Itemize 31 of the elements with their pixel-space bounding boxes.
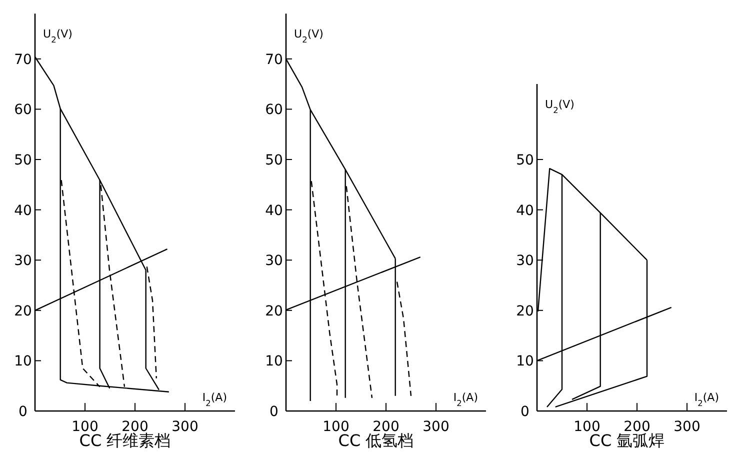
y-tick-label: 10 — [265, 354, 283, 370]
y-tick-label: 70 — [265, 52, 283, 68]
x-tick-label: 300 — [172, 419, 198, 435]
y-tick-label: 50 — [516, 152, 534, 168]
x-axis-title: I$_{2}$(A) — [202, 391, 227, 408]
y-tick-label: 20 — [14, 303, 32, 320]
y-tick-label: 0 — [18, 404, 28, 420]
x-tick-label: 300 — [422, 419, 450, 435]
y-tick-label: 20 — [516, 303, 534, 320]
y-tick-label: 20 — [265, 303, 283, 320]
x-axis-title: I$_{2}$(A) — [453, 391, 478, 408]
y-tick-label: 30 — [516, 253, 534, 270]
y-tick-label: 30 — [265, 253, 283, 270]
x-axis-title: I$_{2}$(A) — [694, 391, 719, 408]
y-axis-title: U$_{2}$(V) — [294, 28, 324, 45]
y-tick-label: 50 — [265, 152, 283, 168]
y-axis-title: U$_{2}$(V) — [43, 28, 72, 45]
y-tick-label: 50 — [14, 152, 32, 168]
y-tick-label: 60 — [14, 102, 32, 118]
y-tick-label: 10 — [516, 354, 534, 370]
y-tick-label: 0 — [270, 404, 278, 420]
y-tick-label: 0 — [520, 404, 530, 420]
y-axis-title: U$_{2}$(V) — [545, 98, 574, 116]
y-tick-label: 70 — [14, 52, 32, 68]
y-tick-label: 10 — [14, 354, 32, 370]
x-tick-label: 300 — [674, 419, 700, 435]
y-tick-label: 40 — [14, 202, 32, 219]
y-tick-label: 60 — [265, 102, 283, 118]
y-tick-label: 40 — [516, 202, 534, 219]
y-tick-label: 40 — [265, 202, 283, 219]
y-tick-label: 30 — [14, 253, 32, 270]
